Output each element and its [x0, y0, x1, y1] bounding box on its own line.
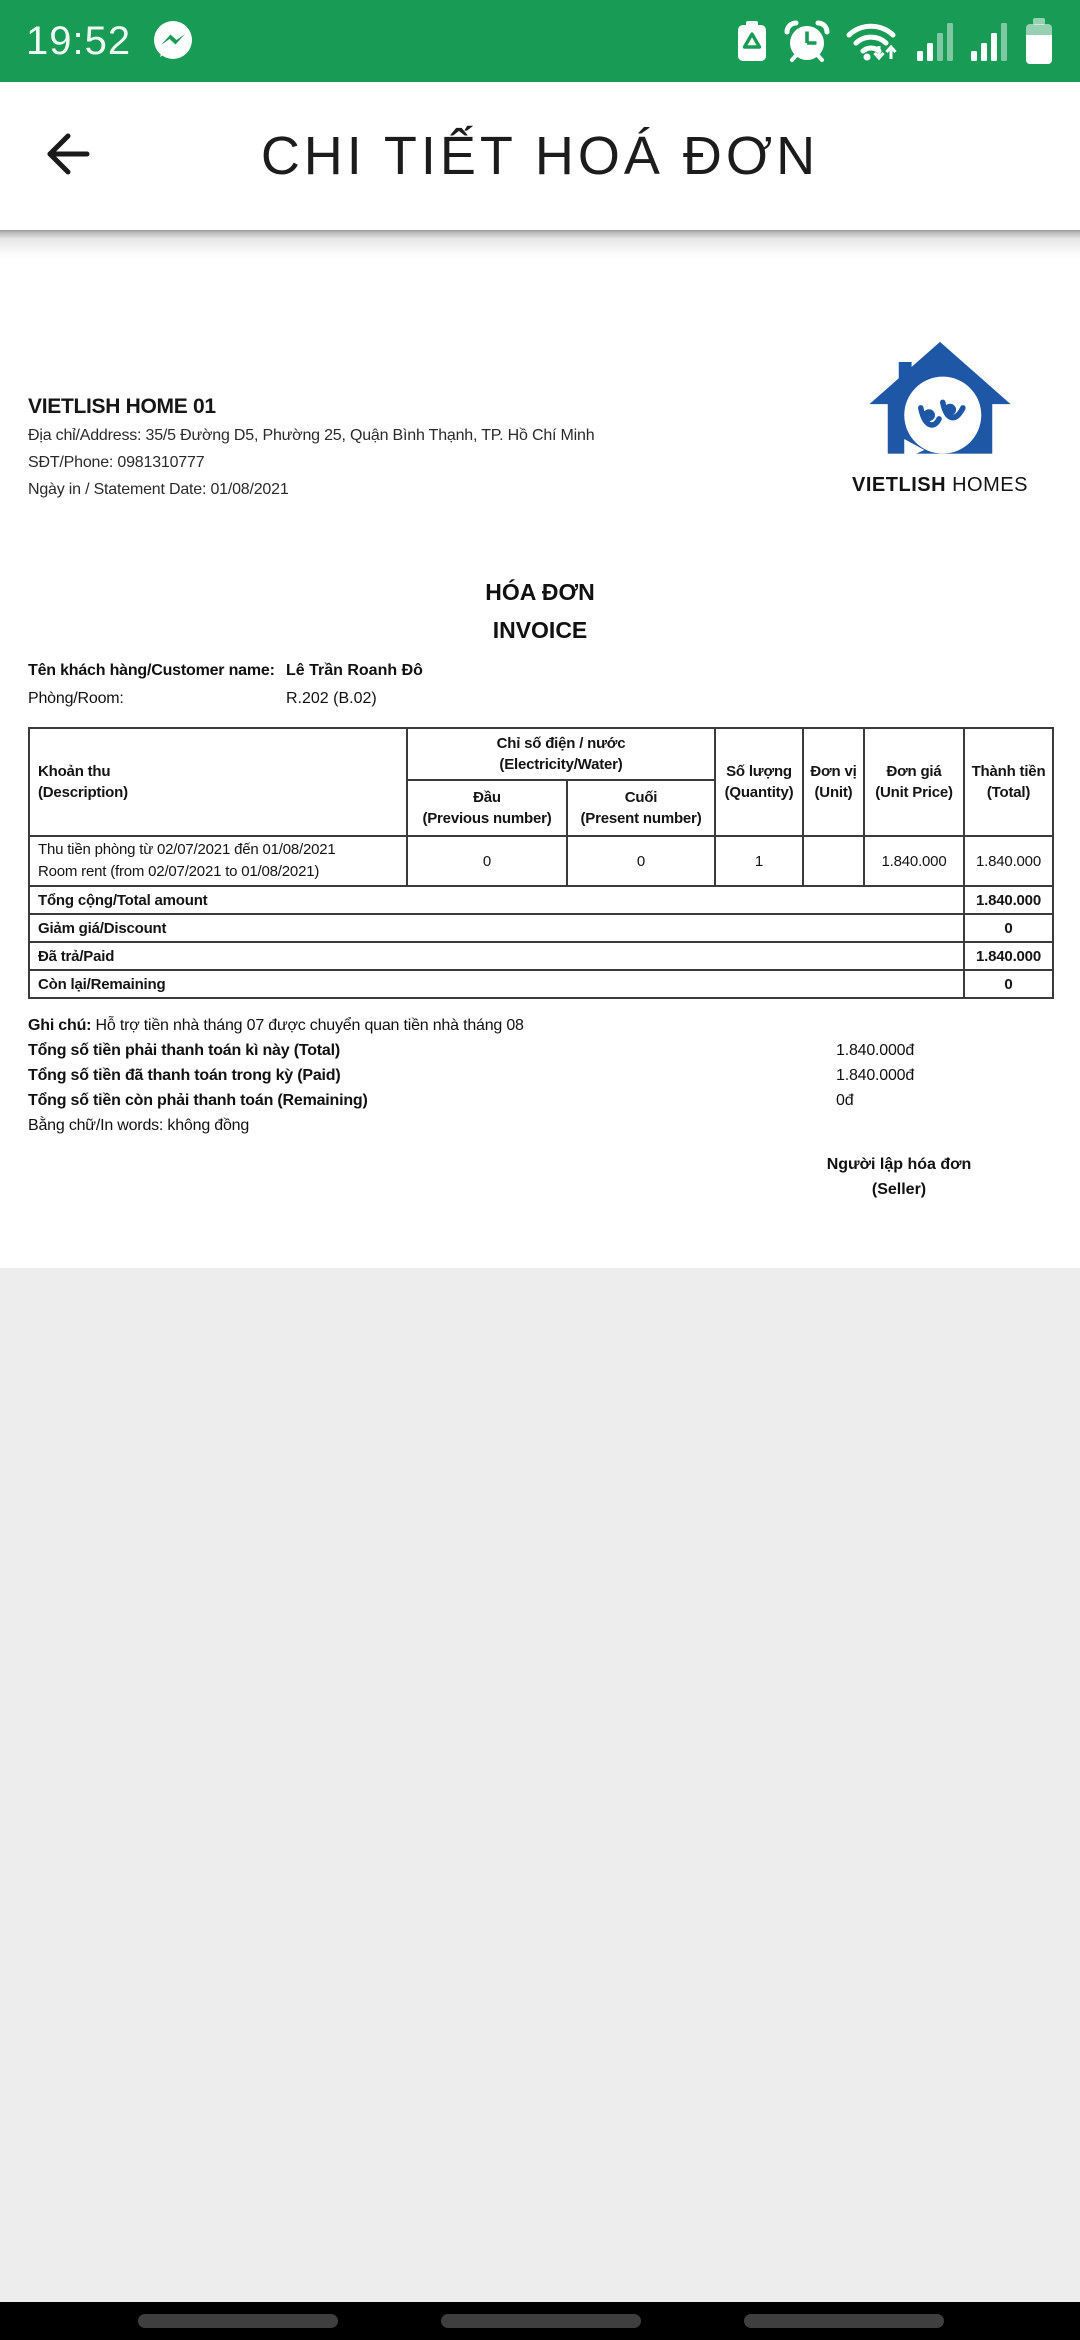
brand-logo: VIETLISH HOMES: [840, 340, 1040, 497]
nav-recent-button[interactable]: [138, 2314, 338, 2328]
customer-room-value: R.202 (B.02): [286, 690, 377, 707]
charges-table: Khoản thu (Description) Chỉ số điện / nư…: [28, 727, 1054, 999]
status-time: 19:52: [26, 18, 132, 63]
messenger-icon: [151, 19, 195, 63]
appbar-shadow: [0, 230, 1080, 260]
col-header-meter-group: Chỉ số điện / nước (Electricity/Water): [406, 727, 716, 781]
summary-value: 1.840.000: [963, 941, 1054, 971]
signal-icon: [970, 19, 1008, 63]
house-logo-icon: [840, 340, 1040, 472]
summary-value: 0: [963, 969, 1054, 999]
col-header-previous-number: Đầu (Previous number): [406, 779, 568, 837]
business-name: VIETLISH HOME 01: [28, 395, 216, 418]
battery-saver-icon: [736, 19, 768, 63]
invoice-header: VIETLISH HOME 01 Địa chỉ/Address: 35/5 Đ…: [28, 340, 1052, 503]
customer-info: Tên khách hàng/Customer name: Lê Trần Ro…: [28, 657, 1052, 713]
business-info: VIETLISH HOME 01 Địa chỉ/Address: 35/5 Đ…: [28, 392, 595, 503]
invoice-title-block: HÓA ĐƠN INVOICE: [28, 573, 1052, 649]
back-button[interactable]: [34, 124, 98, 188]
summary-row-remaining: Còn lại/Remaining 0: [28, 969, 1054, 999]
summary-row-discount: Giảm giá/Discount 0: [28, 913, 1054, 943]
row-present-number: 0: [566, 835, 716, 887]
navigation-bar: [0, 2302, 1080, 2340]
note-label: Ghi chú:: [28, 1017, 92, 1034]
page-title: CHI TIẾT HOÁ ĐƠN: [260, 126, 820, 186]
brand-wordmark-bold: VIETLISH: [852, 474, 947, 496]
row-unit-price: 1.840.000: [863, 835, 965, 887]
customer-name-row: Tên khách hàng/Customer name: Lê Trần Ro…: [28, 657, 1052, 685]
summary-label: Giảm giá/Discount: [28, 913, 965, 943]
col-header-total: Thành tiền (Total): [963, 727, 1054, 837]
total-paid-row: Tổng số tiền đã thanh toán trong kỳ (Pai…: [28, 1067, 915, 1084]
row-total: 1.840.000: [963, 835, 1054, 887]
col-header-unit-price: Đơn giá (Unit Price): [863, 727, 965, 837]
battery-icon: [1024, 18, 1054, 64]
seller-signature-block: Người lập hóa đơn (Seller): [769, 1152, 1029, 1202]
customer-room-row: Phòng/Room: R.202 (B.02): [28, 685, 1052, 713]
row-previous-number: 0: [406, 835, 568, 887]
row-unit: [802, 835, 865, 887]
notes-section: Ghi chú: Hỗ trợ tiền nhà tháng 07 được c…: [28, 1013, 1052, 1138]
note-text: Hỗ trợ tiền nhà tháng 07 được chuyển qua…: [91, 1017, 524, 1034]
note-line: Ghi chú: Hỗ trợ tiền nhà tháng 07 được c…: [28, 1013, 1052, 1038]
col-header-description: Khoản thu (Description): [28, 727, 408, 837]
customer-name-value: Lê Trần Roanh Đô: [286, 662, 423, 679]
invoice-title-vi: HÓA ĐƠN: [485, 579, 595, 605]
arrow-left-icon: [37, 125, 95, 188]
nav-home-button[interactable]: [441, 2314, 641, 2328]
col-header-present-number: Cuối (Present number): [566, 779, 716, 837]
customer-name-label: Tên khách hàng/Customer name:: [28, 662, 275, 679]
summary-row-paid: Đã trả/Paid 1.840.000: [28, 941, 1054, 971]
nav-back-button[interactable]: [744, 2314, 944, 2328]
customer-room-label: Phòng/Room:: [28, 690, 124, 707]
in-words-line: Bằng chữ/In words: không đồng: [28, 1117, 250, 1134]
app-bar: CHI TIẾT HOÁ ĐƠN: [0, 82, 1080, 230]
summary-label: Đã trả/Paid: [28, 941, 965, 971]
summary-row-total: Tổng cộng/Total amount 1.840.000: [28, 885, 1054, 915]
seller-line2: (Seller): [871, 1181, 927, 1198]
total-remaining-row: Tổng số tiền còn phải thanh toán (Remain…: [28, 1092, 854, 1109]
brand-wordmark: VIETLISH HOMES: [840, 474, 1040, 497]
business-phone: SĐT/Phone: 0981310777: [28, 454, 205, 471]
seller-line1: Người lập hóa đơn: [826, 1156, 972, 1173]
statement-date: Ngày in / Statement Date: 01/08/2021: [28, 481, 289, 498]
row-description: Thu tiền phòng từ 02/07/2021 đến 01/08/2…: [28, 835, 408, 887]
invoice-document: VIETLISH HOME 01 Địa chỉ/Address: 35/5 Đ…: [0, 260, 1080, 1268]
status-bar: 19:52: [0, 0, 1080, 82]
page-background: [0, 1268, 1080, 2302]
summary-label: Tổng cộng/Total amount: [28, 885, 965, 915]
table-row: Thu tiền phòng từ 02/07/2021 đến 01/08/2…: [28, 835, 1054, 887]
brand-wordmark-regular: HOMES: [952, 474, 1028, 496]
invoice-title-en: INVOICE: [492, 617, 588, 643]
business-address: Địa chỉ/Address: 35/5 Đường D5, Phường 2…: [28, 427, 595, 444]
row-quantity: 1: [714, 835, 804, 887]
summary-value: 0: [963, 913, 1054, 943]
col-header-quantity: Số lượng (Quantity): [714, 727, 804, 837]
summary-label: Còn lại/Remaining: [28, 969, 965, 999]
alarm-icon: [784, 18, 830, 64]
scroll-area[interactable]: VIETLISH HOME 01 Địa chỉ/Address: 35/5 Đ…: [0, 230, 1080, 2302]
summary-value: 1.840.000: [963, 885, 1054, 915]
wifi-icon: [846, 18, 900, 64]
col-header-unit: Đơn vị (Unit): [802, 727, 865, 837]
signal-icon: [916, 19, 954, 63]
total-due-row: Tổng số tiền phải thanh toán kì này (Tot…: [28, 1042, 915, 1059]
